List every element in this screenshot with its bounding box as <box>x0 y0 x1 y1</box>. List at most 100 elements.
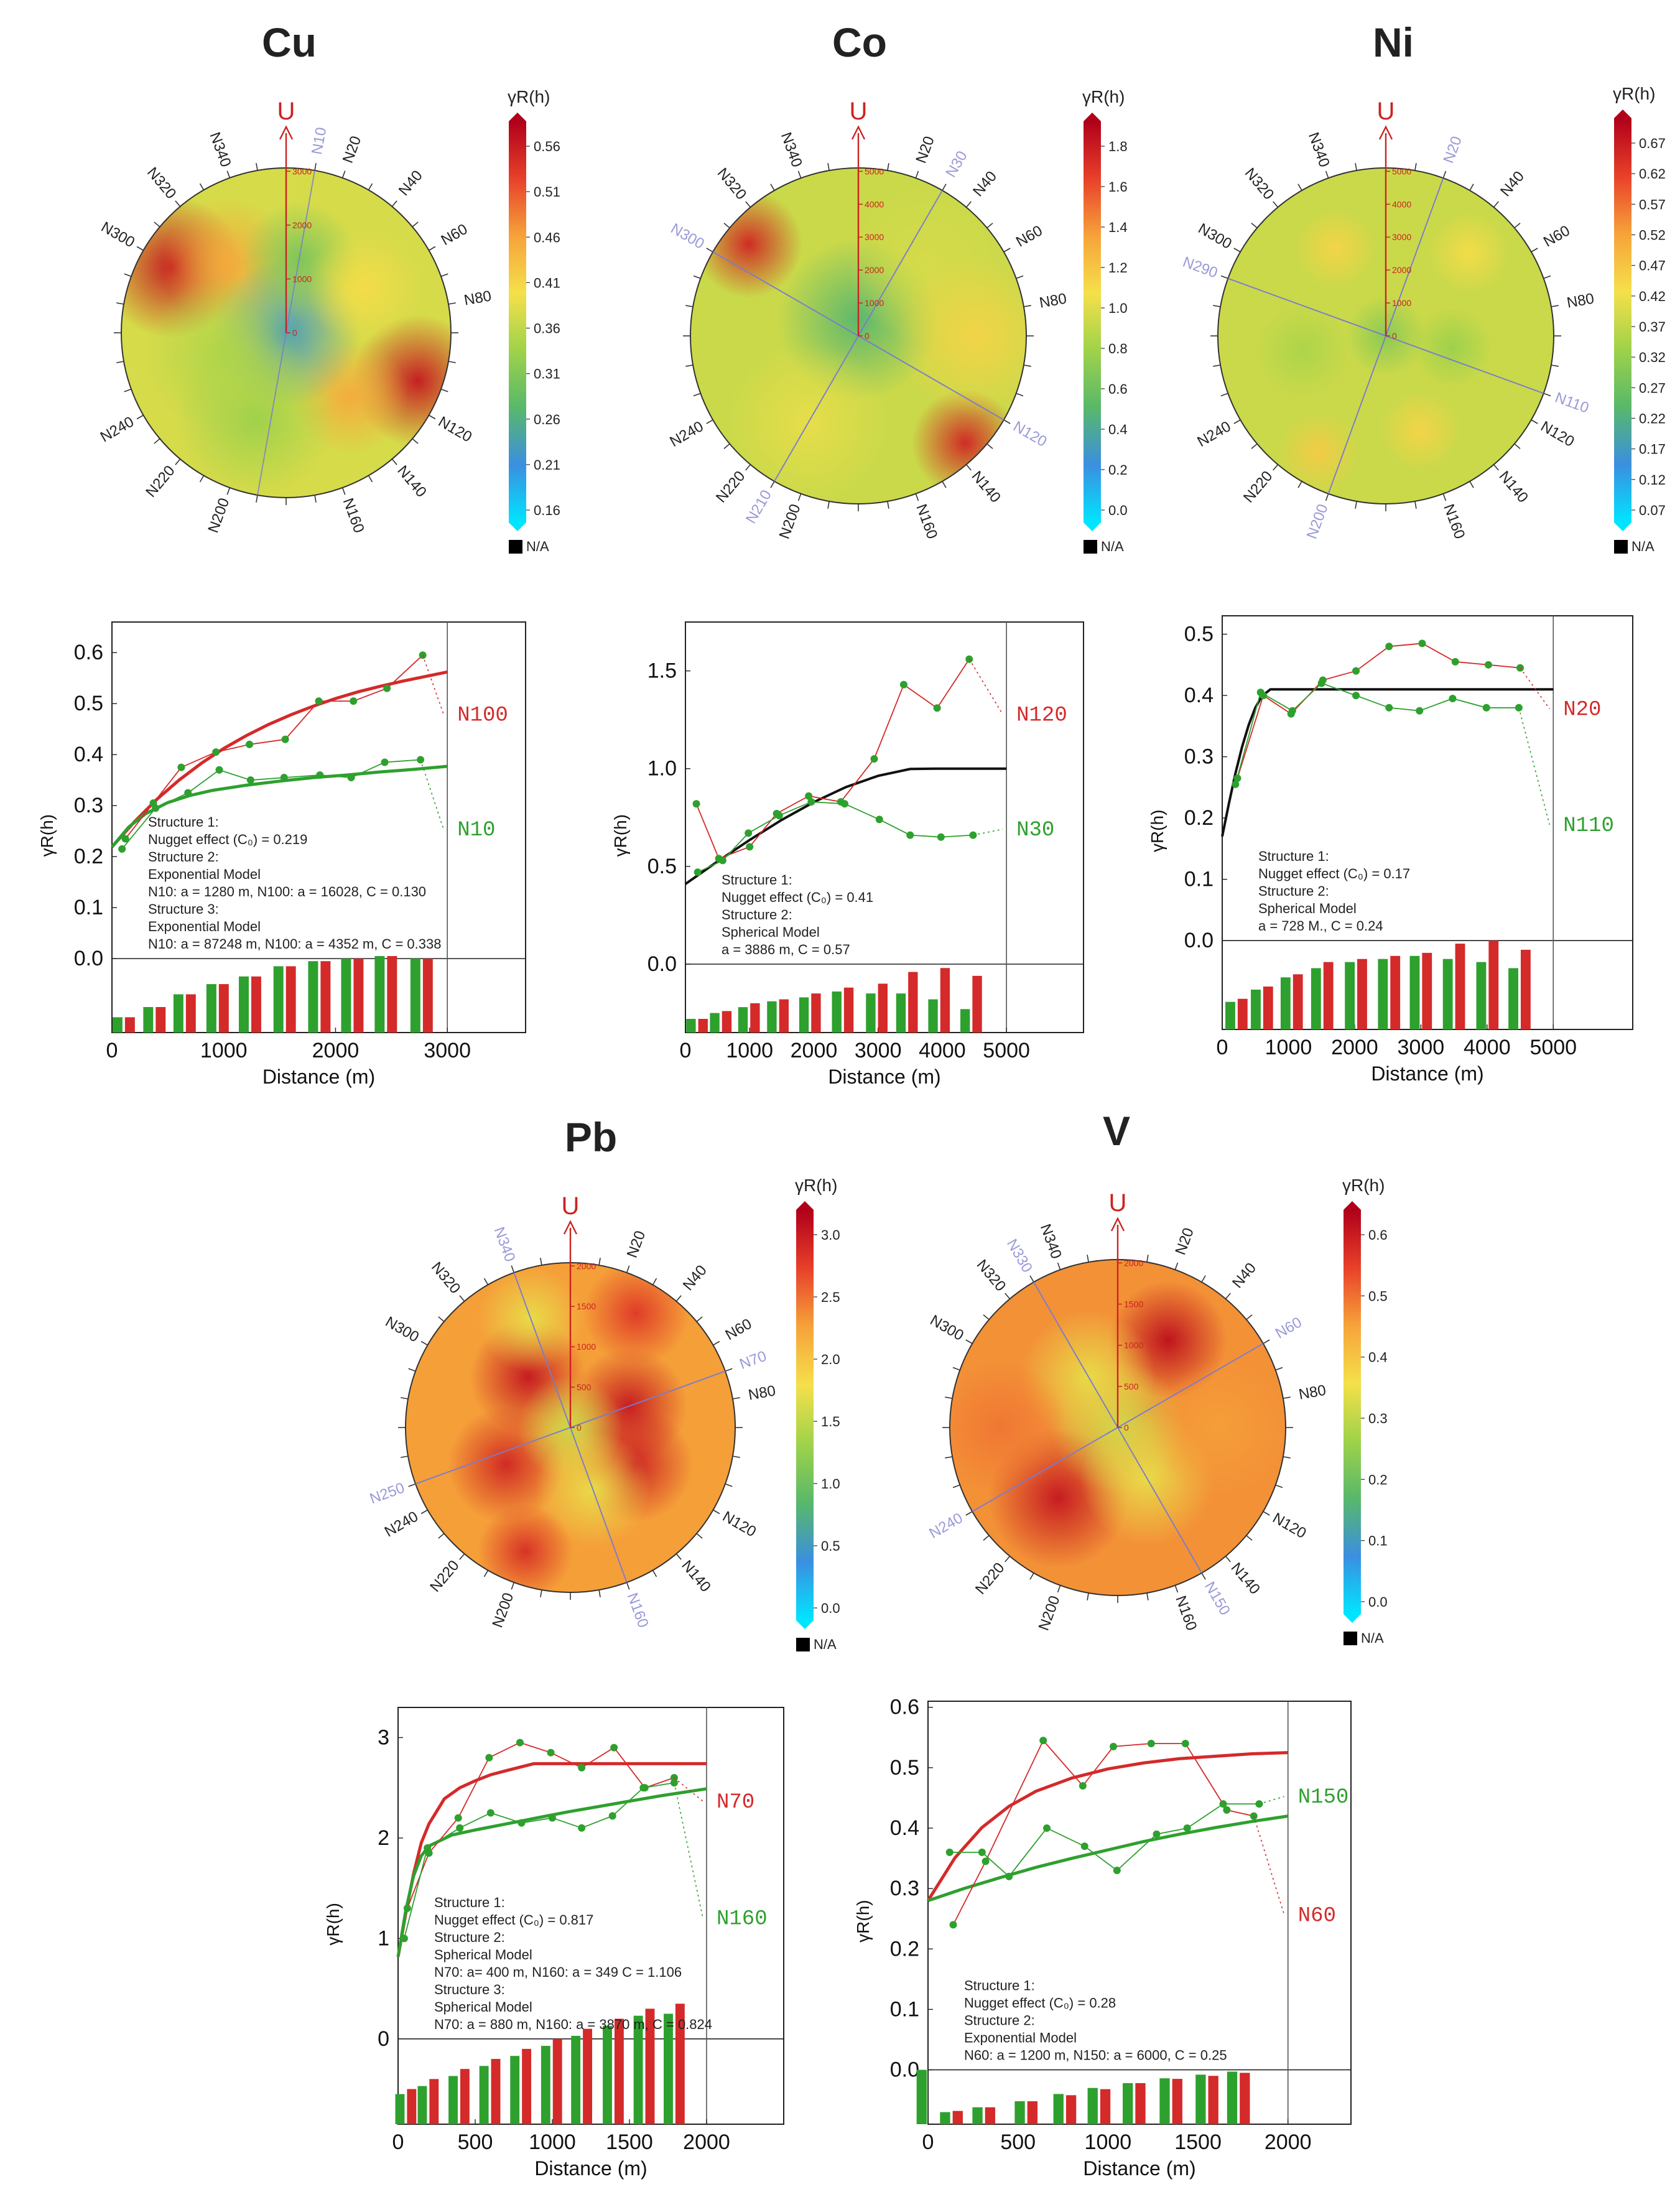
data-point <box>805 792 813 800</box>
data-point <box>517 1819 526 1827</box>
data-point <box>899 680 907 689</box>
azimuth-label: N60 <box>1013 222 1046 250</box>
azimuth-label: N240 <box>98 413 137 445</box>
x-tick-label: 500 <box>1000 2130 1036 2154</box>
data-point <box>1482 704 1490 712</box>
x-tick-label: 1000 <box>529 2130 576 2154</box>
y-tick-label: 0.0 <box>74 947 103 970</box>
azimuth-tick <box>827 501 830 509</box>
data-point <box>215 766 223 774</box>
azimuth-tick <box>725 1368 733 1372</box>
azimuth-tick <box>483 1570 489 1577</box>
rose-blob <box>950 1360 1067 1495</box>
azimuth-label: N240 <box>382 1508 421 1540</box>
model-curve-n160 <box>396 1787 707 1957</box>
colorbar-tick-label: 0.32 <box>1639 350 1666 365</box>
histogram-bar <box>972 2107 983 2124</box>
histogram-bar <box>645 2009 655 2124</box>
radial-tick-label: 1000 <box>1392 298 1411 308</box>
annotation-line: Exponential Model <box>148 919 261 934</box>
histogram-bar <box>112 1017 123 1033</box>
rose-blob <box>1295 208 1376 289</box>
azimuth-tick <box>420 1340 428 1346</box>
azimuth-tick <box>732 1397 740 1400</box>
colorbar-tick-label: 0.31 <box>534 366 560 382</box>
annotation-line: Structure 3: <box>434 1982 505 1997</box>
up-arrow-head <box>1378 125 1393 140</box>
y-axis-label: γR(h) <box>611 814 630 857</box>
colorbar-tick-label: 1.8 <box>1108 139 1128 154</box>
colorbar-tick-label: 0.56 <box>534 139 560 154</box>
title-pb: Pb <box>564 1114 618 1160</box>
radial-tick-label: 3000 <box>292 166 312 176</box>
azimuth-tick <box>116 302 124 305</box>
data-point <box>1039 1737 1047 1745</box>
data-point <box>1317 679 1325 687</box>
azimuth-tick <box>256 163 258 171</box>
x-tick-label: 500 <box>458 2130 493 2154</box>
azimuth-tick <box>1005 1556 1011 1563</box>
model-curve-n70 <box>396 1762 707 1957</box>
azimuth-label: N160 <box>1440 502 1468 541</box>
data-point <box>933 704 941 712</box>
azimuth-tick <box>1003 248 1011 253</box>
azimuth-tick <box>1087 1255 1089 1263</box>
histogram-bar <box>698 1019 708 1033</box>
azimuth-tick <box>540 1258 542 1266</box>
leader-line <box>422 655 444 715</box>
histogram-bar <box>285 966 296 1033</box>
leader-line <box>973 829 1003 836</box>
x-tick-label: 0 <box>1217 1036 1228 1059</box>
direction-label-n150: N150 <box>1298 1786 1349 1809</box>
azimuth-label: N80 <box>1566 290 1595 312</box>
histogram-bar <box>779 999 789 1033</box>
azimuth-label: N140 <box>678 1557 714 1595</box>
azimuth-tick <box>1442 493 1447 501</box>
azimuth-tick <box>1543 275 1551 279</box>
radial-tick-label: 2000 <box>292 220 312 230</box>
variogram-ni: 0 1000 2000 3000 4000 5000 0.0 0.1 0.2 0.3 0.4 0.5 D… <box>1148 615 1633 1085</box>
data-point <box>281 735 289 743</box>
azimuth-tick <box>1246 1535 1253 1541</box>
azimuth-tick <box>942 183 947 191</box>
histogram-bar <box>1263 987 1273 1029</box>
azimuth-label: N220 <box>427 1557 463 1595</box>
azimuth-label: N20 <box>624 1228 649 1260</box>
annotation-line: Structure 2: <box>964 2013 1035 2028</box>
data-point <box>400 1934 408 1943</box>
azimuth-tick <box>1263 1511 1270 1516</box>
azimuth-tick <box>887 501 889 509</box>
variogram-cu: 0 1000 2000 3000 0.0 0.1 0.2 0.3 0.4 0.5 0.6 Distan… <box>37 621 526 1088</box>
azimuth-tick <box>440 388 448 392</box>
colorbar <box>796 1210 814 1620</box>
radial-tick-label: 1000 <box>577 1342 596 1352</box>
title-ni: Ni <box>1373 19 1414 65</box>
azimuth-label: N220 <box>713 468 749 506</box>
azimuth-tick <box>391 200 397 207</box>
colorbar-tick-label: 0.17 <box>1639 442 1666 457</box>
x-tick-label: 5000 <box>983 1039 1030 1062</box>
colorbar-top-arrow <box>509 113 526 121</box>
radial-tick-label: 1500 <box>577 1301 596 1311</box>
colorbar-tick-label: 0.21 <box>534 457 560 473</box>
azimuth-label: N140 <box>1228 1559 1264 1597</box>
histogram-bar <box>206 984 216 1033</box>
azimuth-tick <box>1233 248 1241 253</box>
azimuth-tick <box>124 388 132 392</box>
azimuth-tick <box>945 1396 953 1399</box>
azimuth-tick <box>540 1589 542 1597</box>
azimuth-label: N20 <box>1172 1225 1197 1257</box>
azimuth-tick <box>1325 493 1329 501</box>
y-tick-label: 0.1 <box>1184 868 1214 891</box>
colorbar-top-arrow <box>1614 109 1631 118</box>
histogram-bar <box>1027 2101 1038 2124</box>
azimuth-label: N20 <box>340 134 364 165</box>
annotation-line: Nugget effect (C₀) = 0.219 <box>148 832 307 847</box>
azimuth-tick <box>685 305 694 307</box>
annotation-line: Spherical Model <box>434 1947 532 1962</box>
azimuth-tick <box>652 1570 657 1577</box>
data-point <box>1005 1872 1013 1880</box>
azimuth-label: N320 <box>973 1256 1009 1294</box>
azimuth-tick <box>915 170 919 179</box>
